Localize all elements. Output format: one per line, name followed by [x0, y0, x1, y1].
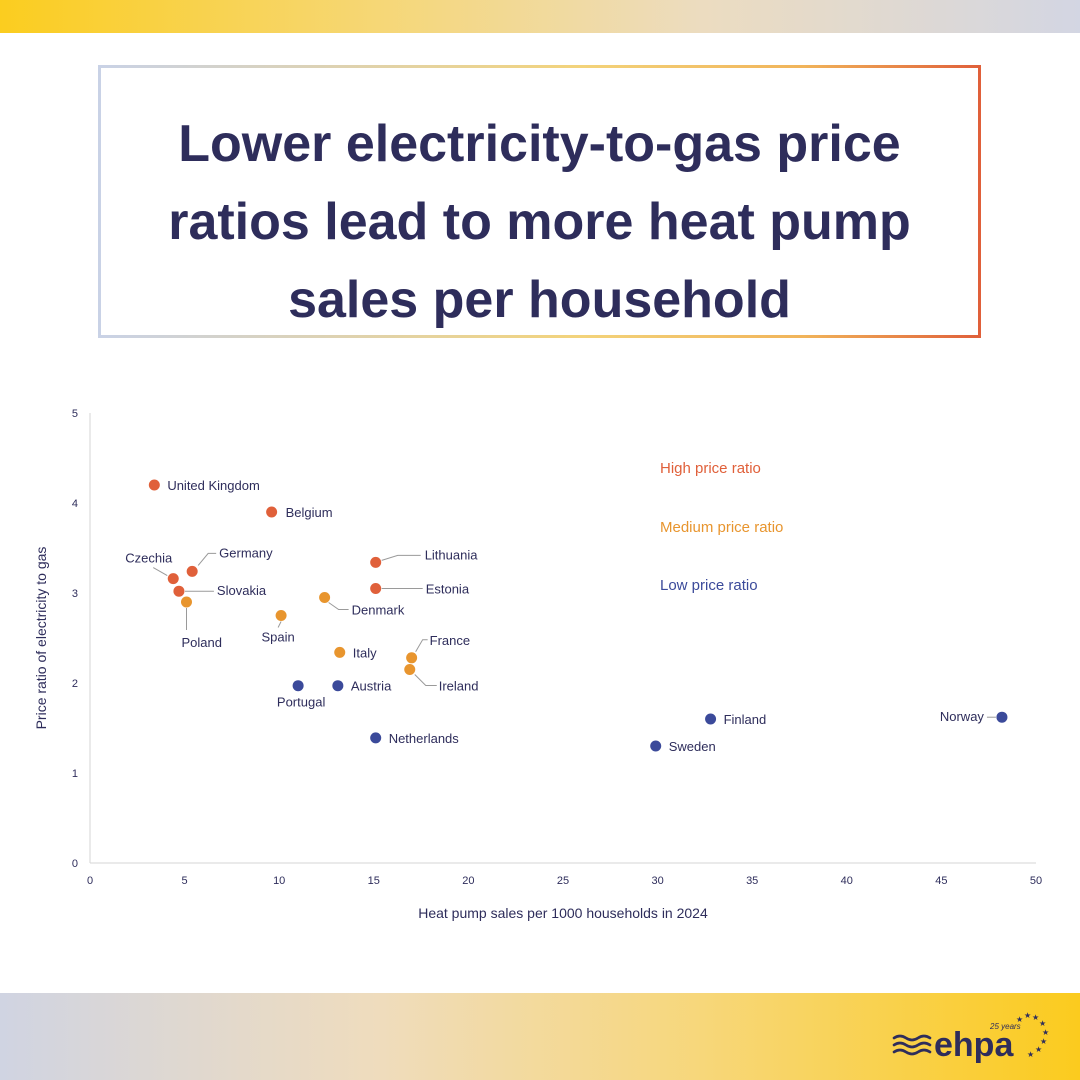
svg-text:★: ★: [1035, 1045, 1042, 1054]
data-label: Czechia: [125, 551, 173, 566]
data-point: [173, 585, 185, 597]
x-tick-label: 50: [1030, 875, 1042, 887]
data-label: Portugal: [277, 695, 326, 710]
x-tick-label: 30: [651, 875, 663, 887]
x-tick-label: 5: [182, 875, 188, 887]
data-point: [180, 596, 192, 608]
x-tick-label: 40: [841, 875, 853, 887]
data-point: [266, 506, 278, 518]
y-tick-label: 1: [72, 768, 78, 780]
y-tick-label: 5: [72, 408, 78, 420]
data-label: Germany: [219, 545, 273, 560]
data-point: [319, 592, 331, 603]
x-tick-label: 20: [462, 875, 474, 887]
waves-icon: [892, 1034, 932, 1056]
data-point: [334, 646, 346, 658]
x-tick-label: 15: [368, 875, 380, 887]
x-tick-label: 0: [87, 875, 93, 887]
data-point: [148, 479, 160, 491]
data-label: Italy: [353, 645, 377, 660]
leader-line: [328, 602, 349, 610]
data-label: France: [430, 633, 470, 648]
svg-text:★: ★: [1040, 1037, 1047, 1046]
data-label: Denmark: [352, 603, 405, 618]
leader-line: [381, 554, 421, 561]
logo-wordmark: ehpa: [934, 1026, 1014, 1064]
data-point: [650, 740, 662, 752]
data-label: Finland: [724, 712, 767, 727]
data-label: Poland: [181, 635, 221, 650]
leader-line: [152, 567, 168, 577]
y-tick-label: 4: [72, 498, 78, 510]
leader-line: [277, 621, 282, 628]
y-tick-label: 2: [72, 678, 78, 690]
x-axis-label: Heat pump sales per 1000 households in 2…: [418, 905, 708, 921]
svg-text:★: ★: [1027, 1050, 1034, 1059]
data-label: Lithuania: [425, 547, 479, 562]
data-label: Ireland: [439, 679, 479, 694]
data-point: [404, 664, 416, 675]
leader-line: [197, 552, 217, 566]
data-label: Norway: [940, 709, 985, 724]
data-point: [370, 556, 382, 568]
title-box-border: [98, 65, 981, 338]
x-tick-label: 35: [746, 875, 758, 887]
data-point: [167, 573, 179, 585]
data-label: United Kingdom: [167, 478, 260, 493]
x-tick-label: 45: [935, 875, 947, 887]
data-point: [370, 732, 382, 744]
data-point: [186, 565, 198, 577]
data-label: Belgium: [286, 505, 333, 520]
page-title: Lower electricity-to-gas price ratios le…: [168, 115, 911, 329]
y-tick-label: 3: [72, 588, 78, 600]
data-point: [332, 680, 344, 692]
legend-entry-high: High price ratio: [660, 460, 761, 477]
svg-text:★: ★: [1042, 1028, 1049, 1037]
x-tick-label: 10: [273, 875, 285, 887]
data-label: Netherlands: [389, 731, 460, 746]
data-point: [370, 583, 382, 594]
title-box: Lower electricity-to-gas price ratios le…: [98, 65, 981, 338]
ehpa-logo: ehpa 25 years ★ ★ ★ ★★★ ★★: [892, 1011, 1049, 1064]
logo-badge: 25 years: [989, 1022, 1021, 1031]
y-tick-label: 0: [72, 858, 78, 870]
leader-line: [414, 674, 437, 686]
data-label: Slovakia: [217, 583, 267, 598]
y-axis-label: Price ratio of electricity to gas: [33, 547, 49, 730]
data-label: Estonia: [426, 582, 470, 597]
leader-line: [415, 639, 428, 653]
legend-entry-low: Low price ratio: [660, 577, 758, 594]
data-label: Austria: [351, 679, 392, 694]
data-label: Spain: [261, 630, 294, 645]
data-point: [406, 652, 418, 664]
data-point: [705, 713, 717, 725]
data-point: [292, 680, 304, 692]
svg-text:★: ★: [1016, 1015, 1023, 1024]
svg-text:★: ★: [1039, 1019, 1046, 1028]
legend-entry-medium: Medium price ratio: [660, 519, 783, 536]
top-gradient-band: [0, 0, 1080, 33]
data-label: Sweden: [669, 739, 716, 754]
svg-text:★: ★: [1024, 1011, 1031, 1020]
x-tick-label: 25: [557, 875, 569, 887]
data-point: [996, 711, 1008, 723]
svg-text:★: ★: [1032, 1013, 1039, 1022]
data-point: [275, 610, 287, 621]
stars-icon: ★ ★ ★ ★★★ ★★: [1016, 1011, 1049, 1059]
